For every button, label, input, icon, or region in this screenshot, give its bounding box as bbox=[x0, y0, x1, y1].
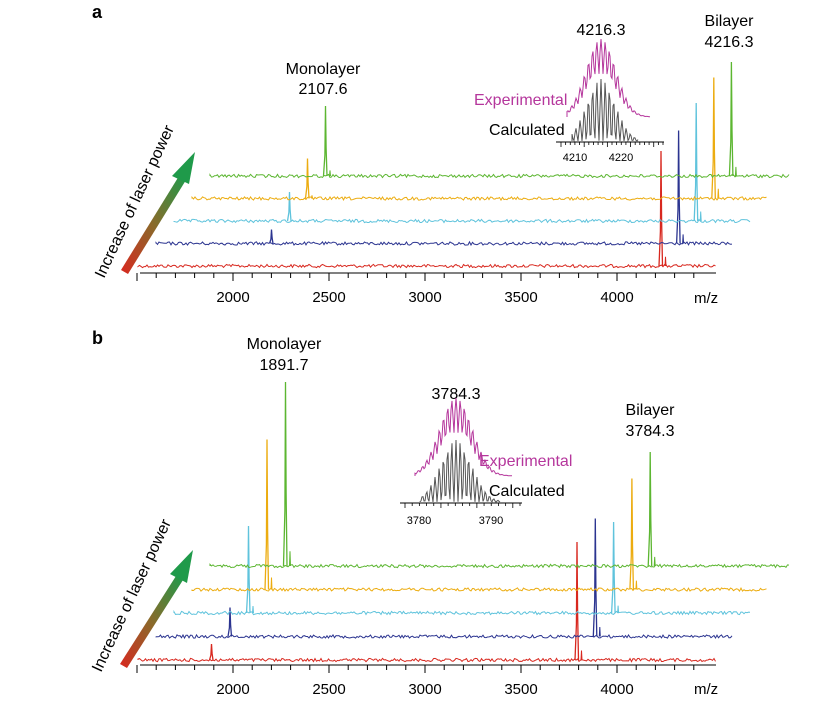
panel-b-peak-1-1 bbox=[208, 643, 214, 661]
panel-b-experimental-label: Experimental bbox=[479, 453, 572, 470]
panel-b-trace-4 bbox=[191, 586, 767, 593]
panel-b-peak-2-2 bbox=[592, 518, 598, 637]
panel-a-tick-label: 4000 bbox=[600, 289, 633, 306]
panel-b-trace-5 bbox=[209, 563, 790, 569]
panel-b-calculated-label: Calculated bbox=[489, 483, 565, 500]
panel-a-traces bbox=[137, 61, 790, 269]
panel-a-peak-4-2 bbox=[711, 77, 716, 199]
panel-a-inset-tick-1: 4210 bbox=[563, 152, 587, 164]
panel-a-side-peak bbox=[329, 170, 331, 177]
panel-b-tick-label: 4000 bbox=[600, 681, 633, 698]
panel-a-peak-1-1 bbox=[658, 150, 664, 267]
panel-a-tick-label: 2000 bbox=[216, 289, 249, 306]
panel-a-monolayer-label: Monolayer bbox=[286, 61, 361, 78]
panel-b-peak-1-2 bbox=[574, 541, 580, 661]
panel-a-peak-2-2 bbox=[675, 130, 681, 244]
panel-b-tick-label: 2500 bbox=[312, 681, 345, 698]
panel-a-inset-calculated-curve bbox=[571, 78, 639, 142]
panel-b-tick-label: 2000 bbox=[216, 681, 249, 698]
panel-b-inset-curves bbox=[414, 397, 513, 503]
panel-a-tick-label: 3000 bbox=[408, 289, 441, 306]
panel-b-laser-arrow-head bbox=[170, 550, 193, 583]
panel-a-peak-2-1 bbox=[268, 229, 274, 244]
panel-b-trace-2 bbox=[155, 633, 733, 640]
panel-b-trace-1 bbox=[137, 657, 716, 663]
panel-b-inset-experimental-curve bbox=[414, 397, 513, 477]
panel-b-side-peak bbox=[598, 627, 601, 637]
panel-b-side-peak bbox=[289, 551, 291, 567]
panel-b-inset-calculated-curve bbox=[419, 439, 501, 503]
panel-a-trace-1 bbox=[137, 263, 716, 269]
panel-a-side-peak bbox=[664, 256, 667, 267]
panel-b-letter: b bbox=[92, 328, 103, 348]
panel-b-tick-label: 3500 bbox=[504, 681, 537, 698]
panel-a-laser-arrow bbox=[121, 176, 186, 274]
panel-a-trace-5 bbox=[209, 173, 790, 179]
panel-a-inset-peak-label: 4216.3 bbox=[577, 22, 626, 39]
panel-b-peak-4-1 bbox=[264, 439, 270, 590]
panel-a-side-peak bbox=[682, 234, 685, 244]
panel-a-calculated-label: Calculated bbox=[489, 122, 565, 139]
panel-a-trace-4 bbox=[191, 195, 767, 202]
panel-a-trace-2 bbox=[155, 240, 733, 247]
panel-a-monolayer-value: 2107.6 bbox=[299, 81, 348, 98]
panel-b-x-axis: 2000 2500 3000 3500 4000 bbox=[136, 664, 716, 698]
panel-a-inset-tick-2: 4220 bbox=[609, 152, 633, 164]
panel-a-inset-experimental-curve bbox=[566, 38, 651, 118]
panel-b-peak-3-2 bbox=[610, 521, 616, 614]
panel-b-laser-arrow bbox=[120, 576, 183, 668]
panel-b-inset-peak-label: 3784.3 bbox=[432, 386, 481, 403]
panel-b-side-peak bbox=[653, 556, 656, 567]
panel-b-side-peak bbox=[270, 577, 273, 590]
panel-b-trace-3 bbox=[173, 609, 751, 616]
panel-b-side-peak bbox=[580, 650, 583, 661]
panel-a-peak-3-1 bbox=[286, 191, 292, 222]
panel-a-inset: 4216.3 Experimental Calculated 4210 4220 bbox=[474, 22, 664, 164]
panel-b-monolayer-label: Monolayer bbox=[247, 336, 322, 353]
panel-b-side-peak bbox=[617, 605, 620, 614]
panel-a-bilayer-label: Bilayer bbox=[705, 13, 755, 30]
panel-a: a 2000 2500 3000 3500 4000 m/z Increase of l… bbox=[92, 2, 790, 307]
panel-a-peak-5-1 bbox=[322, 105, 328, 177]
panel-a-peak-5-2 bbox=[728, 61, 734, 177]
panel-b-side-peak bbox=[252, 606, 254, 614]
panel-b-peak-3-1 bbox=[245, 525, 251, 614]
panel-a-tick-label: 3500 bbox=[504, 289, 537, 306]
panel-a-inset-curves bbox=[566, 38, 651, 142]
panel-b-peak-5-2 bbox=[647, 451, 653, 567]
panel-a-side-peak bbox=[311, 195, 313, 199]
panel-a-xlabel: m/z bbox=[694, 290, 718, 307]
panel-b-bilayer-label: Bilayer bbox=[626, 402, 676, 419]
panel-b-tick-label: 3000 bbox=[408, 681, 441, 698]
panel-a-laser-arrow-head bbox=[172, 152, 195, 184]
panel-a-side-peak bbox=[699, 211, 702, 222]
panel-b: b 2000 2500 3000 3500 4000 m/z Increase of l… bbox=[89, 328, 790, 698]
panel-a-side-peak bbox=[734, 166, 737, 177]
panel-a-experimental-label: Experimental bbox=[474, 92, 567, 109]
panel-a-trace-3 bbox=[173, 218, 751, 224]
panel-b-monolayer-value: 1891.7 bbox=[260, 357, 309, 374]
panel-b-peak-2-1 bbox=[227, 607, 233, 637]
panel-a-peak-3-2 bbox=[693, 102, 699, 222]
panel-b-peak-5-1 bbox=[282, 381, 288, 567]
panel-b-side-peak bbox=[635, 580, 638, 590]
panel-b-inset-tick-2: 3790 bbox=[479, 515, 503, 527]
panel-a-letter: a bbox=[92, 2, 103, 22]
panel-a-side-peak bbox=[717, 188, 720, 199]
panel-b-bilayer-value: 3784.3 bbox=[626, 423, 675, 440]
panel-b-traces bbox=[137, 381, 790, 663]
panel-b-inset: 3784.3 Experimental Calculated 3780 3790 bbox=[400, 386, 572, 527]
panel-a-inset-ticks bbox=[560, 142, 664, 147]
panel-b-xlabel: m/z bbox=[694, 681, 718, 698]
panel-a-peak-4-1 bbox=[304, 158, 310, 199]
panel-a-tick-label: 2500 bbox=[312, 289, 345, 306]
panel-b-peak-4-2 bbox=[629, 478, 635, 590]
panel-a-x-axis: 2000 2500 3000 3500 4000 bbox=[136, 272, 716, 306]
panel-b-inset-tick-1: 3780 bbox=[407, 515, 431, 527]
panel-b-inset-ticks bbox=[404, 503, 521, 508]
panel-a-bilayer-value: 4216.3 bbox=[705, 34, 754, 51]
